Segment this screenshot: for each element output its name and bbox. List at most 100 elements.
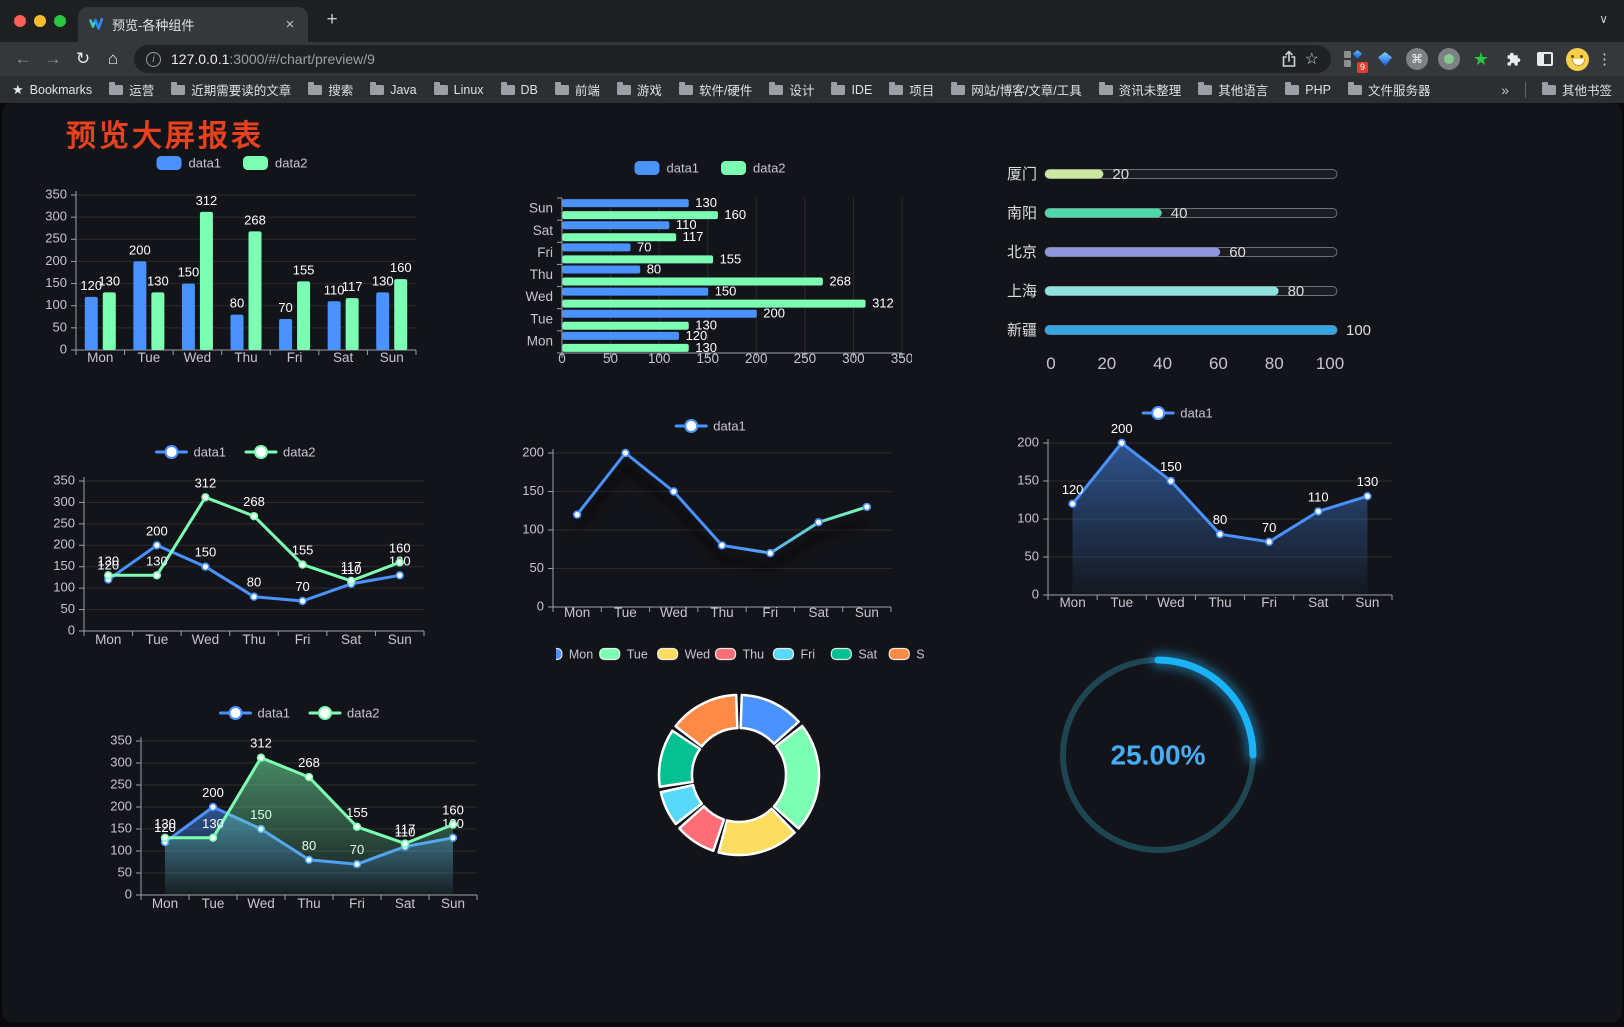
chart-bar-vertical[interactable]: data1 data2 0 50 100 150 200 250 300 350 Mon Tue Wed…: [38, 148, 458, 378]
svg-text:Sun: Sun: [1355, 595, 1379, 610]
svg-text:200: 200: [745, 351, 768, 366]
svg-text:Tue: Tue: [202, 896, 225, 911]
svg-text:160: 160: [389, 540, 411, 555]
url-path: :3000/#/chart/preview/9: [229, 51, 375, 67]
extension-command-icon[interactable]: ⌘: [1404, 46, 1430, 72]
side-panel-icon[interactable]: [1532, 46, 1558, 72]
svg-text:Sat: Sat: [395, 896, 416, 911]
window-close-button[interactable]: [14, 15, 26, 27]
bookmark-folder[interactable]: 近期需要读的文章: [171, 80, 291, 99]
svg-text:80: 80: [647, 261, 661, 276]
chart-line-basic[interactable]: data1 data2 0 50 100 150 200 250 300 350 Mon Tue Wed…: [42, 440, 432, 658]
svg-text:60: 60: [1209, 354, 1228, 373]
profile-avatar[interactable]: [1564, 46, 1590, 72]
extension-green-star-icon[interactable]: ★: [1472, 49, 1490, 69]
bookmark-folder-label: Linux: [453, 82, 484, 97]
chart-donut[interactable]: Mon Tue Wed Thu Fri Sat Sun: [556, 640, 924, 898]
bookmark-folder[interactable]: 项目: [889, 80, 934, 99]
browser-menu-icon[interactable]: ⋮: [1597, 51, 1612, 68]
window-zoom-button[interactable]: [54, 15, 66, 27]
folder-icon: [109, 81, 124, 95]
svg-text:160: 160: [442, 803, 464, 818]
folder-icon: [831, 81, 846, 95]
bookmarks-root[interactable]: ★ Bookmarks: [12, 82, 92, 98]
bookmark-folder[interactable]: Java: [370, 81, 417, 97]
folder-icon: [1347, 81, 1362, 95]
bookmark-folder-label: 近期需要读的文章: [191, 84, 292, 98]
chart-line-gradient[interactable]: data1 0 50 100 150 200 Mon Tue Wed Thu Fri Sat Sun: [517, 415, 902, 631]
svg-text:350: 350: [53, 472, 75, 487]
bookmark-folder[interactable]: 运营: [109, 80, 154, 99]
bookmark-folder[interactable]: 软件/硬件: [678, 80, 753, 99]
browser-toolbar: ← → ↻ ⌂ i 127.0.0.1 :3000/#/chart/previe…: [0, 42, 1624, 76]
bookmark-folder-label: 前端: [574, 84, 600, 98]
svg-text:Thu: Thu: [743, 647, 765, 661]
bookmark-folder-label: DB: [520, 82, 538, 97]
bookmark-folder-list: 运营 近期需要读的文章 搜索 Java Linux DB 前端 游戏 软件/硬件 设计 IDE 项目 网…: [109, 80, 1430, 99]
svg-text:北京: 北京: [1007, 244, 1037, 261]
tab-close-icon[interactable]: ×: [285, 16, 295, 33]
bookmark-folder[interactable]: 搜索: [308, 80, 353, 99]
bookmark-folder-label: 搜索: [328, 84, 354, 98]
svg-text:155: 155: [720, 251, 742, 266]
extension-badge: 9: [1356, 62, 1368, 73]
bookmark-folder[interactable]: 前端: [554, 80, 600, 99]
chart-gauge[interactable]: 25.00%: [1040, 635, 1280, 875]
svg-text:Sun: Sun: [441, 896, 465, 911]
svg-text:150: 150: [1017, 472, 1039, 487]
chart-bar-horizontal[interactable]: data1 data2 0 50 100 150 200 250 300 350 Mon Tue Wed…: [502, 148, 912, 378]
extension-gem-icon[interactable]: [1372, 46, 1398, 72]
svg-text:312: 312: [195, 475, 217, 490]
svg-text:80: 80: [1265, 354, 1284, 373]
bookmark-folder[interactable]: 网站/博客/文章/工具: [951, 80, 1082, 99]
reload-icon[interactable]: ↻: [75, 49, 91, 68]
extensions-puzzle-icon[interactable]: [1500, 46, 1526, 72]
tab-search-chevron-icon[interactable]: ∨: [1599, 12, 1608, 26]
svg-text:130: 130: [97, 553, 119, 568]
address-bar[interactable]: i 127.0.0.1 :3000/#/chart/preview/9 ☆: [134, 45, 1331, 73]
extension-grid-icon[interactable]: 9: [1340, 46, 1368, 73]
svg-text:117: 117: [342, 279, 363, 294]
share-icon[interactable]: [1281, 50, 1297, 68]
chart-area-single[interactable]: data1 0 50 100 150 200 Mon Tue Wed Thu Fri Sat Sun 12…: [1000, 400, 1410, 620]
svg-text:110: 110: [395, 825, 416, 840]
svg-text:data2: data2: [347, 705, 380, 720]
bookmark-folder[interactable]: IDE: [831, 81, 872, 97]
svg-text:350: 350: [110, 732, 132, 747]
svg-text:Mon: Mon: [152, 896, 178, 911]
preview-page: 预览大屏报表 data1 data2 0 50 100 150 200 250 300 350 Mo…: [2, 103, 1622, 1022]
svg-text:120: 120: [686, 328, 708, 343]
bookmark-folder[interactable]: 资讯未整理: [1098, 80, 1181, 99]
url-host: 127.0.0.1: [171, 51, 230, 67]
bookmark-folder[interactable]: 文件服务器: [1347, 80, 1430, 99]
bookmark-star-icon[interactable]: ☆: [1304, 51, 1319, 68]
chart-area-double[interactable]: data1 data2 0 50 100 150 200 250 300 350 Mon Tue Wed…: [97, 675, 487, 923]
svg-text:110: 110: [1308, 489, 1329, 504]
bookmark-folder[interactable]: 设计: [769, 80, 814, 99]
bookmark-folder[interactable]: Linux: [433, 81, 484, 97]
other-bookmarks-folder[interactable]: 其他书签: [1541, 80, 1612, 99]
svg-text:70: 70: [637, 239, 651, 254]
new-tab-button[interactable]: +: [326, 9, 338, 30]
svg-text:Thu: Thu: [234, 350, 257, 365]
bookmark-folder[interactable]: PHP: [1285, 81, 1331, 97]
extension-record-icon[interactable]: [1436, 46, 1462, 72]
svg-text:Sun: Sun: [380, 350, 404, 365]
bookmark-folder[interactable]: 其他语言: [1198, 80, 1268, 99]
bookmark-folder-label: 软件/硬件: [698, 84, 753, 98]
bookmark-folder[interactable]: DB: [500, 81, 538, 97]
back-icon[interactable]: ←: [14, 49, 32, 68]
chart-progress-bars[interactable]: 厦门 20 南阳 40 北京 60 上海 80 新疆 100 0 20 40 60 80 100: [985, 150, 1395, 385]
window-controls: [14, 15, 66, 27]
window-minimize-button[interactable]: [34, 15, 46, 27]
svg-text:130: 130: [98, 273, 120, 288]
svg-text:Fri: Fri: [1261, 595, 1277, 610]
bookmarks-overflow-icon[interactable]: »: [1501, 81, 1509, 98]
bookmark-folder[interactable]: 游戏: [616, 80, 662, 99]
forward-icon[interactable]: →: [44, 49, 62, 68]
site-info-icon[interactable]: i: [146, 51, 161, 67]
browser-tab[interactable]: 预览-各种组件 ×: [78, 7, 308, 42]
svg-text:Tue: Tue: [137, 350, 160, 365]
svg-text:Fri: Fri: [349, 896, 365, 911]
home-icon[interactable]: ⌂: [107, 49, 119, 68]
